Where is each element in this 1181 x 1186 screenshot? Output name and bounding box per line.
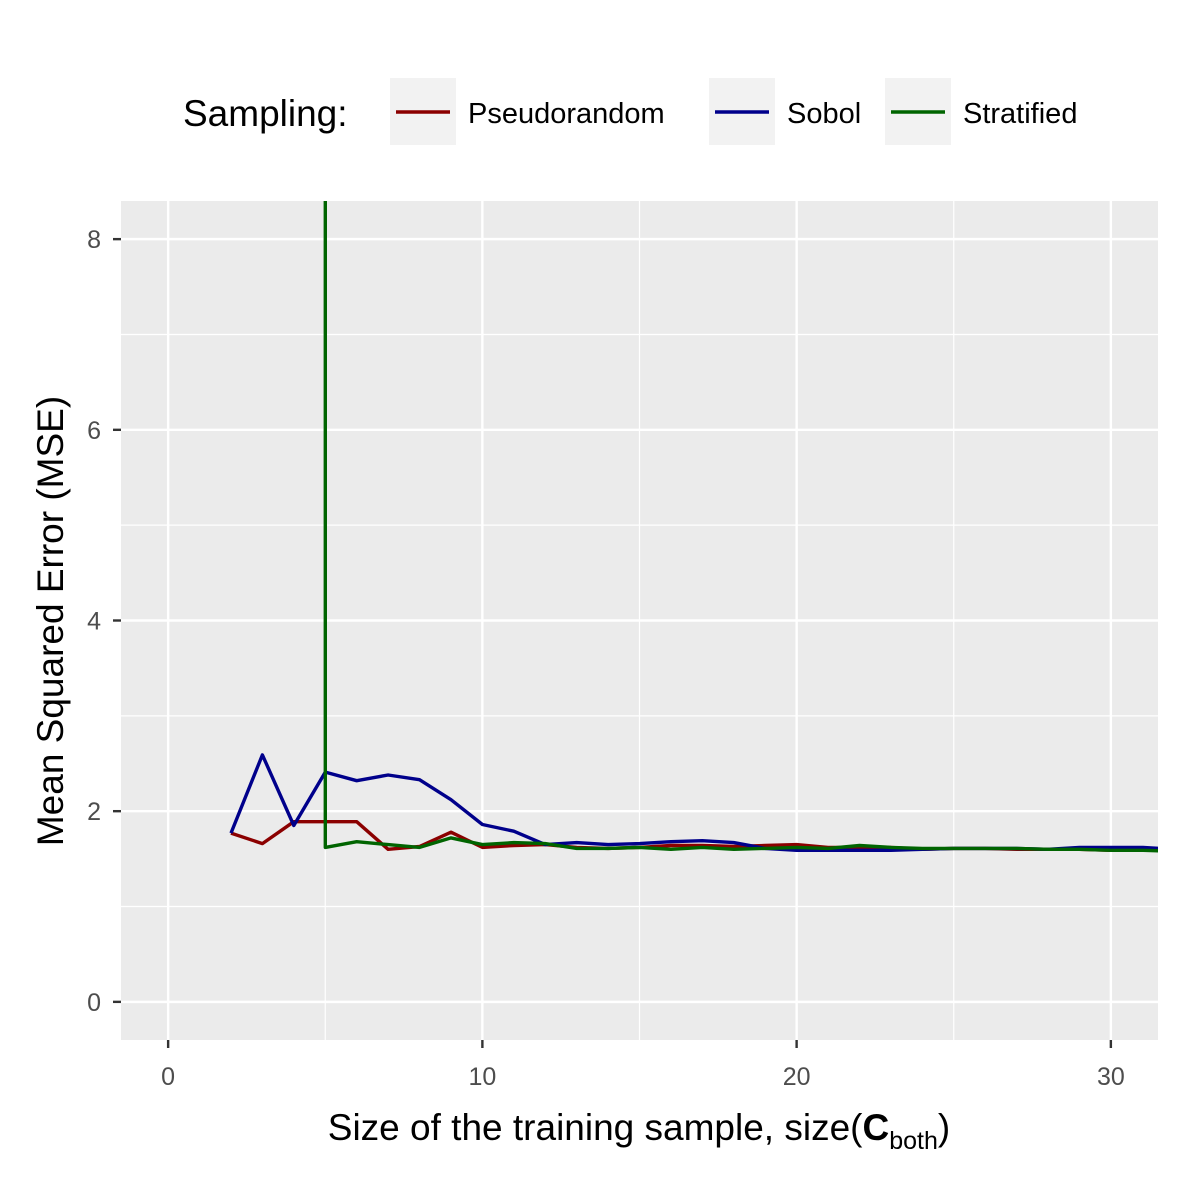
series-line-stratified [323,201,1158,853]
legend-item-pseudorandom: Pseudorandom [390,78,665,145]
legend-label: Sobol [787,98,861,130]
x-axis-title: Size of the training sample, size(Cboth) [328,1107,950,1155]
x-axis-title-suffix: ) [938,1107,950,1148]
x-axis-title-subscript: both [889,1127,938,1155]
legend: Sampling: Pseudorandom Sobol Stratified [183,78,1077,145]
major-gridlines [121,201,1158,1040]
y-tick-label: 2 [87,798,101,826]
y-tick-label: 0 [87,989,101,1017]
legend-item-sobol: Sobol [709,78,861,145]
x-tick-label: 10 [468,1063,496,1091]
x-axis: 0 10 20 30 [161,1040,1125,1091]
x-axis-title-prefix: Size of the training sample, size( [328,1107,863,1148]
y-tick-label: 4 [87,608,101,636]
series-lines [229,201,1158,853]
y-tick-label: 8 [87,226,101,254]
legend-items: Pseudorandom Sobol Stratified [390,78,1077,145]
x-tick-label: 30 [1097,1063,1125,1091]
legend-item-stratified: Stratified [885,78,1077,145]
plot-panel [121,201,1158,1040]
legend-title: Sampling: [183,93,348,134]
y-axis: 0 2 4 6 8 [87,226,121,1017]
legend-label: Stratified [963,98,1077,130]
x-tick-label: 0 [161,1063,175,1091]
y-tick-label: 6 [87,417,101,445]
x-tick-label: 20 [783,1063,811,1091]
x-axis-title-bold: C [862,1107,889,1148]
y-axis-title: Mean Squared Error (MSE) [30,396,71,846]
legend-label: Pseudorandom [468,98,665,130]
